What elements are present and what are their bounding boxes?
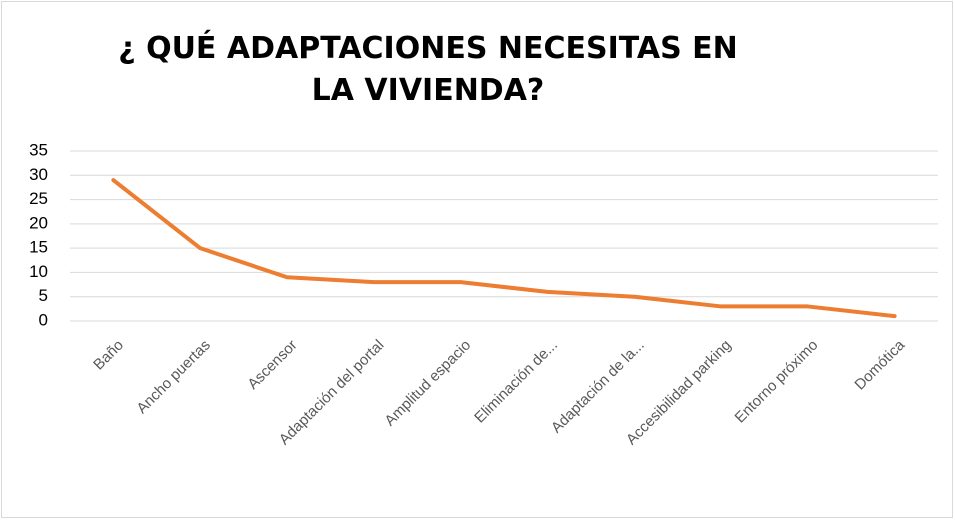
y-tick-label: 30 (29, 165, 48, 184)
x-tick-label: Amplitud espacio (381, 337, 474, 430)
x-tick-label: Adaptación de la... (548, 337, 648, 437)
y-tick-label: 10 (29, 262, 48, 281)
y-tick-label: 5 (39, 286, 48, 305)
x-tick-label: Baño (90, 337, 127, 374)
y-tick-label: 15 (29, 238, 48, 257)
x-tick-label: Ancho puertas (133, 337, 213, 417)
x-tick-label: Eliminación de... (471, 337, 561, 427)
x-tick-label: Ascensor (244, 337, 300, 393)
line-series (111, 178, 897, 319)
y-tick-label: 0 (39, 310, 48, 329)
chart-title: ¿ QUÉ ADAPTACIONES NECESITAS EN LA VIVIE… (118, 31, 738, 108)
x-tick-label: Entorno próximo (732, 337, 822, 427)
y-tick-label: 20 (29, 213, 48, 232)
x-tick-label: Domótica (851, 336, 908, 393)
y-tick-label: 35 (29, 140, 48, 159)
y-tick-label: 25 (29, 189, 48, 208)
